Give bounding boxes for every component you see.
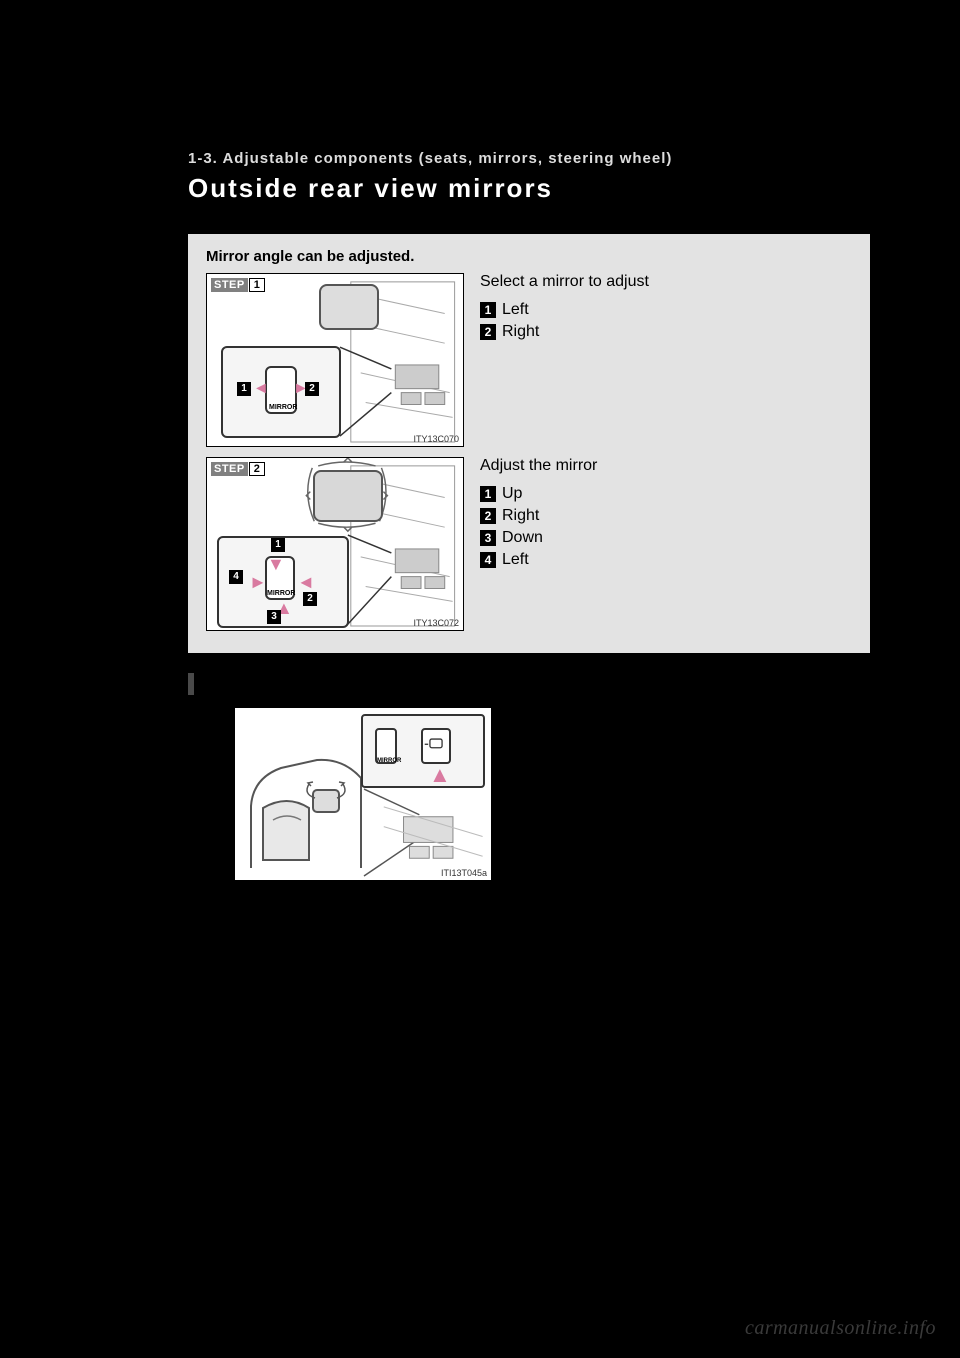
step-2-row: STEP 2 MIRROR ▼ ◄ ▲ ► 1 2 3 4 ITY13C072 … (206, 457, 852, 631)
folding-section: MIRROR ▲ ITI13T045a (188, 673, 870, 881)
callout-3: 3 (267, 610, 281, 624)
diagram-id: ITY13C072 (413, 618, 459, 628)
page-header: 1-3. Adjustable components (seats, mirro… (140, 150, 890, 214)
item-label: Up (502, 485, 522, 503)
list-item: 1 Left (480, 301, 852, 319)
item-number: 1 (480, 302, 496, 318)
callout-2: 2 (305, 382, 319, 396)
switch-label: MIRROR (269, 404, 297, 411)
callout-1: 1 (271, 538, 285, 552)
arrow-up-icon: ▼ (267, 554, 285, 575)
mirror-icon (313, 470, 383, 522)
item-number: 2 (480, 508, 496, 524)
step-badge: STEP 1 (211, 278, 265, 292)
step-1-text: Select a mirror to adjust 1 Left 2 Right (480, 273, 852, 345)
item-number: 4 (480, 552, 496, 568)
switch-label: MIRROR (267, 590, 295, 597)
list-item: 2 Right (480, 323, 852, 341)
list-item: 3 Down (480, 529, 852, 547)
step-badge-label: STEP (211, 462, 248, 476)
mirror-switch-small: MIRROR (375, 728, 397, 764)
step-heading: Adjust the mirror (480, 457, 852, 475)
folding-diagram: MIRROR ▲ ITI13T045a (234, 707, 492, 881)
mirror-icon (319, 284, 379, 330)
item-label: Left (502, 551, 529, 569)
arrow-left-icon: ◄ (253, 380, 269, 398)
diagram-id: ITI13T045a (441, 868, 487, 878)
step-1-diagram: STEP 1 MIRROR ◄ ► 1 2 ITY13C070 (206, 273, 464, 447)
car-side-icon (243, 750, 367, 870)
page-title: Outside rear view mirrors (188, 173, 890, 204)
watermark: carmanualsonline.info (745, 1317, 936, 1340)
fold-button (421, 728, 451, 764)
step-1-row: STEP 1 MIRROR ◄ ► 1 2 ITY13C070 Select a… (206, 273, 852, 447)
callout-1: 1 (237, 382, 251, 396)
item-label: Left (502, 301, 529, 319)
step-2-text: Adjust the mirror 1 Up 2 Right 3 Down 4 … (480, 457, 852, 573)
instruction-title: Mirror angle can be adjusted. (206, 248, 852, 265)
list-item: 4 Left (480, 551, 852, 569)
step-badge-number: 1 (249, 278, 265, 292)
list-item: 1 Up (480, 485, 852, 503)
callout-2: 2 (303, 592, 317, 606)
step-badge-label: STEP (211, 278, 248, 292)
arrow-right-icon: ◄ (297, 572, 315, 593)
section-marker-icon (188, 673, 194, 695)
item-number: 3 (480, 530, 496, 546)
item-number: 1 (480, 486, 496, 502)
list-item: 2 Right (480, 507, 852, 525)
step-badge: STEP 2 (211, 462, 265, 476)
step-badge-number: 2 (249, 462, 265, 476)
arrow-up-icon: ▲ (429, 762, 451, 788)
instruction-box: Mirror angle can be adjusted. STEP (188, 234, 870, 653)
breadcrumb: 1-3. Adjustable components (seats, mirro… (188, 150, 890, 167)
item-label: Down (502, 529, 543, 547)
item-number: 2 (480, 324, 496, 340)
callout-4: 4 (229, 570, 243, 584)
item-label: Right (502, 323, 539, 341)
diagram-id: ITY13C070 (413, 434, 459, 444)
manual-page: 1-3. Adjustable components (seats, mirro… (140, 150, 890, 1250)
switch-label: MIRROR (377, 758, 401, 764)
step-2-diagram: STEP 2 MIRROR ▼ ◄ ▲ ► 1 2 3 4 ITY13C072 (206, 457, 464, 631)
item-label: Right (502, 507, 539, 525)
arrow-left-icon: ► (249, 572, 267, 593)
step-heading: Select a mirror to adjust (480, 273, 852, 291)
